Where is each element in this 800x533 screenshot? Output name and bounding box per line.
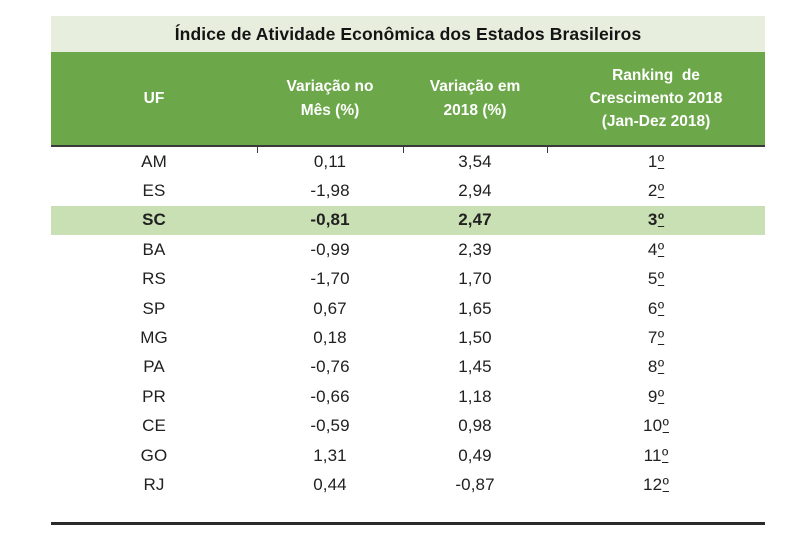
var-mes-cell: -0,66 xyxy=(310,386,350,406)
rank-cell: 12 º xyxy=(547,475,765,495)
table-row: CE -0,59 0,98 10 º xyxy=(51,412,765,441)
table-row: RJ 0,44 -0,87 12 º xyxy=(51,470,765,499)
var-mes-cell: 0,18 xyxy=(313,328,347,348)
var-mes-cell: 0,11 xyxy=(313,151,347,171)
uf-cell: CE xyxy=(142,416,166,436)
var-2018-cell: 1,65 xyxy=(458,298,492,318)
rank-ordinal-indicator: º xyxy=(657,151,665,171)
rank-number: 8 xyxy=(647,357,658,377)
uf-cell: MG xyxy=(140,328,168,348)
var-mes-cell: -1,70 xyxy=(310,269,350,289)
rank-number: 6 xyxy=(647,298,658,318)
var-2018-cell: 1,70 xyxy=(458,269,492,289)
var-2018-cell: 2,39 xyxy=(458,239,492,259)
rank-number: 1 xyxy=(647,151,658,171)
uf-cell: PA xyxy=(143,357,165,377)
rank-ordinal-indicator: º xyxy=(657,386,665,406)
var-2018-cell: 2,94 xyxy=(458,181,492,201)
rank-cell: 11 º xyxy=(547,446,765,466)
var-2018-cell: 1,18 xyxy=(458,386,492,406)
uf-cell: BA xyxy=(142,239,166,259)
rank-number: 10 xyxy=(643,416,663,436)
table-header-row: UF Variação no Mês (%) Variação em 2018 … xyxy=(51,52,765,147)
rank-ordinal-indicator: º xyxy=(662,474,669,494)
rank-number: 12 xyxy=(643,474,663,494)
rank-number: 3 xyxy=(647,210,658,230)
var-mes-cell: -1,98 xyxy=(310,181,350,201)
table-row: GO 1,31 0,49 11 º xyxy=(51,441,765,470)
rank-ordinal-indicator: º xyxy=(657,239,665,259)
var-mes-cell: 1,31 xyxy=(313,445,347,465)
rank-ordinal-indicator: º xyxy=(657,328,665,348)
rank-number: 11 xyxy=(643,445,662,465)
var-2018-cell: 0,98 xyxy=(458,416,492,436)
rank-number: 7 xyxy=(647,328,658,348)
rank-ordinal-indicator: º xyxy=(657,298,665,318)
table-bottom-rule xyxy=(51,521,765,525)
uf-cell: RJ xyxy=(143,474,165,494)
var-2018-cell: -0,87 xyxy=(455,474,495,494)
uf-cell: ES xyxy=(142,181,166,201)
uf-cell: SP xyxy=(142,298,166,318)
header-cell-var-mes: Variação no Mês (%) xyxy=(257,52,403,145)
rank-number: 5 xyxy=(647,269,658,289)
economic-activity-table: Índice de Atividade Econômica dos Estado… xyxy=(51,16,765,525)
var-2018-cell: 3,54 xyxy=(458,151,492,171)
rank-number: 4 xyxy=(647,239,658,259)
var-mes-cell: 0,67 xyxy=(313,298,347,318)
var-2018-cell: 1,45 xyxy=(458,357,492,377)
rank-number: 9 xyxy=(647,386,658,406)
table-title: Índice de Atividade Econômica dos Estado… xyxy=(51,16,765,52)
header-cell-var-2018: Variação em 2018 (%) xyxy=(403,52,547,145)
var-2018-cell: 2,47 xyxy=(458,210,492,230)
header-cell-ranking: Ranking de Crescimento 2018 (Jan-Dez 201… xyxy=(589,66,723,131)
var-mes-cell: -0,81 xyxy=(310,210,350,230)
uf-cell: GO xyxy=(140,445,168,465)
var-2018-cell: 0,49 xyxy=(458,445,492,465)
rank-cell: 10 º xyxy=(547,416,765,436)
var-mes-cell: 0,44 xyxy=(313,474,347,494)
rank-ordinal-indicator: º xyxy=(657,181,665,201)
uf-cell: SC xyxy=(142,210,166,230)
uf-cell: RS xyxy=(142,269,166,289)
var-mes-cell: -0,99 xyxy=(310,239,350,259)
var-2018-cell: 1,50 xyxy=(458,328,492,348)
var-mes-cell: -0,76 xyxy=(310,357,350,377)
rank-ordinal-indicator: º xyxy=(657,357,665,377)
var-mes-cell: -0,59 xyxy=(310,416,350,436)
rank-ordinal-indicator: º xyxy=(662,445,669,465)
rank-ordinal-indicator: º xyxy=(662,416,669,436)
rank-ordinal-indicator: º xyxy=(657,210,665,230)
uf-cell: PR xyxy=(142,386,166,406)
uf-cell: AM xyxy=(141,151,167,171)
header-cell-uf: UF xyxy=(51,52,257,145)
rank-ordinal-indicator: º xyxy=(657,269,665,289)
rank-number: 2 xyxy=(647,181,658,201)
